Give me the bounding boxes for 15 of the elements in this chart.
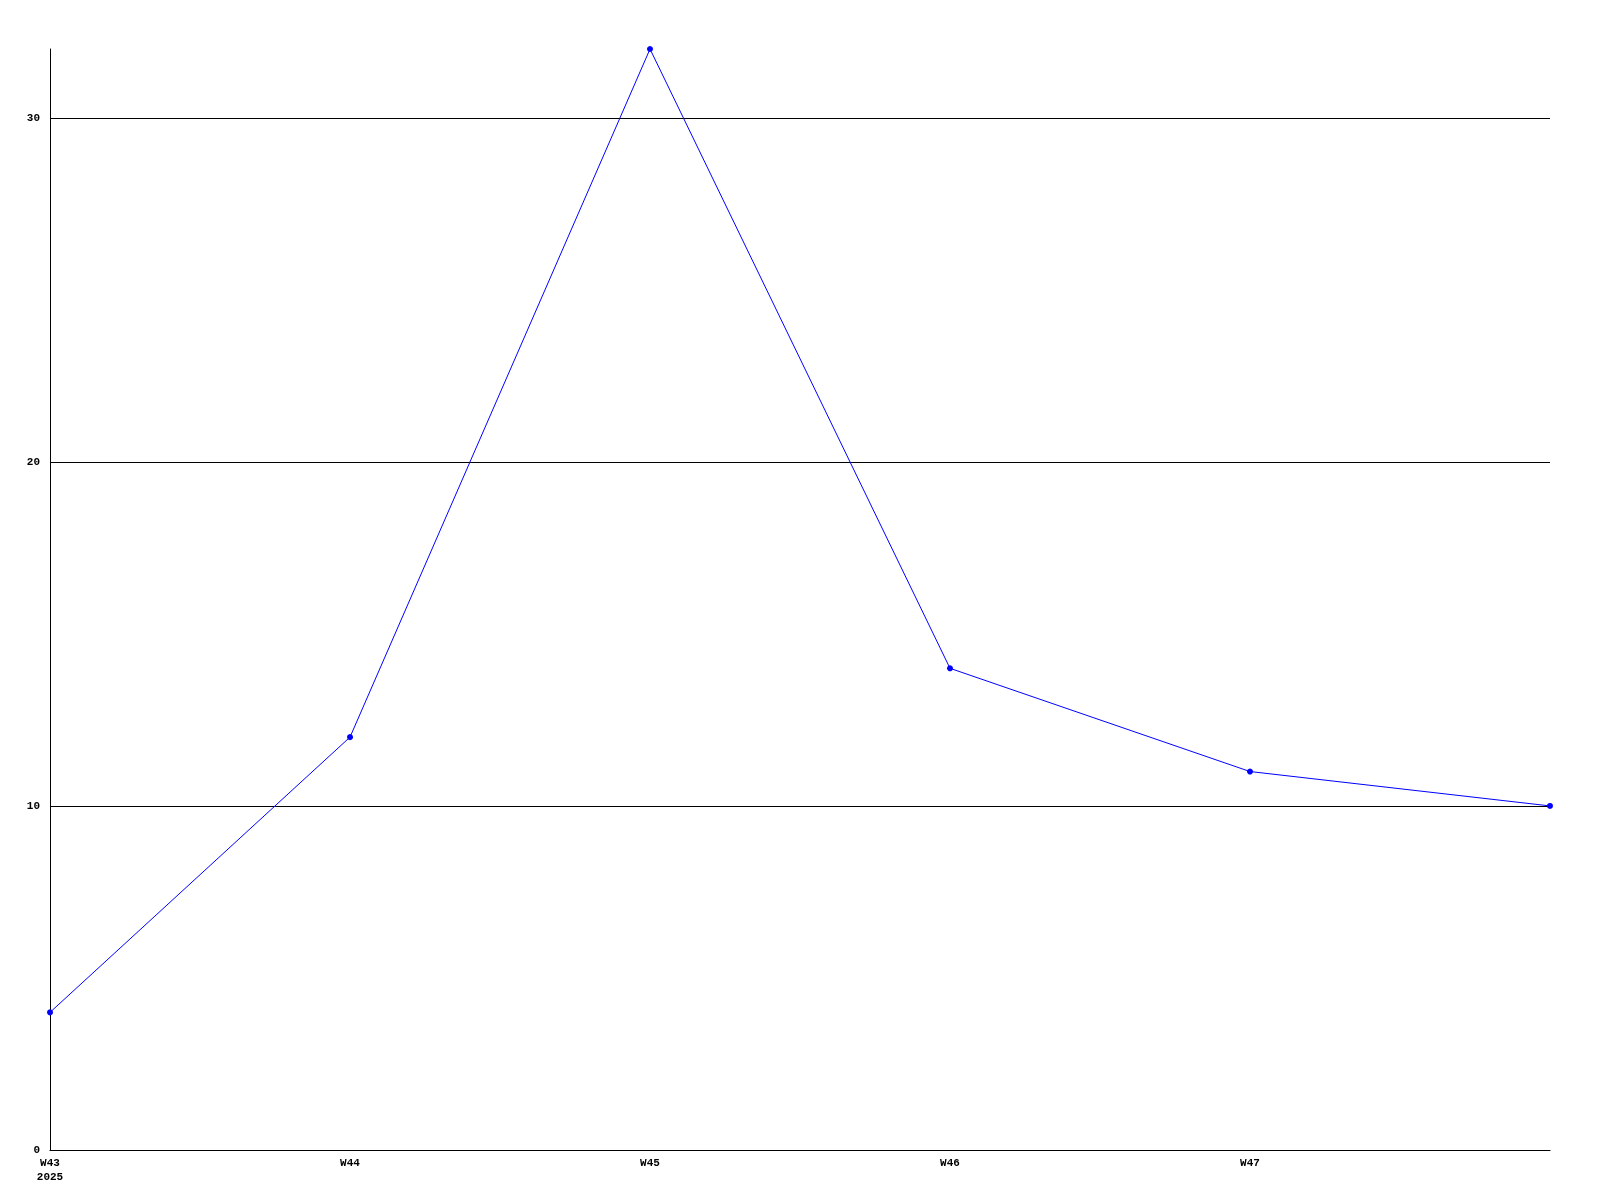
x-tick-label: W45	[640, 1157, 661, 1169]
x-tick-label: W47	[1240, 1157, 1260, 1169]
x-tick-label: W44	[340, 1157, 361, 1169]
point	[1247, 768, 1253, 775]
point	[1547, 802, 1553, 809]
point	[47, 1009, 53, 1016]
point	[347, 734, 353, 741]
x-tick-label: W43 2025	[36, 1157, 64, 1183]
y-tick-label: 0	[33, 1144, 40, 1156]
y-tick-label: 20	[26, 455, 40, 468]
y-tick-label: 30	[26, 111, 40, 124]
point	[947, 665, 953, 672]
y-tick-label: 10	[26, 799, 40, 812]
x-tick-label: W46	[940, 1157, 960, 1169]
point	[647, 46, 653, 52]
